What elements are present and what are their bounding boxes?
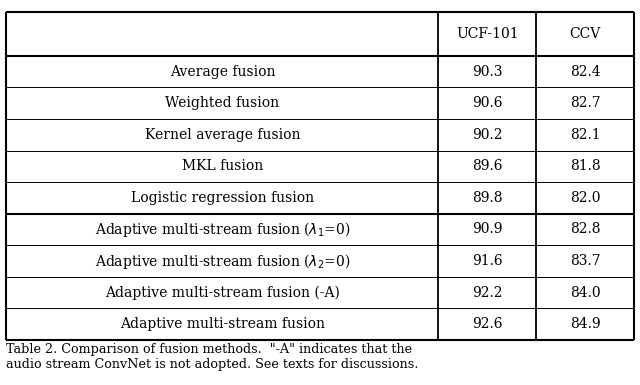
Text: 92.2: 92.2	[472, 286, 502, 300]
Text: 92.6: 92.6	[472, 317, 502, 331]
Text: UCF-101: UCF-101	[456, 27, 518, 41]
Text: Kernel average fusion: Kernel average fusion	[145, 128, 300, 142]
Text: 90.2: 90.2	[472, 128, 502, 142]
Text: 82.4: 82.4	[570, 65, 600, 79]
Text: CCV: CCV	[570, 27, 600, 41]
Text: Adaptive multi-stream fusion ($\lambda_1$=0): Adaptive multi-stream fusion ($\lambda_1…	[95, 220, 350, 239]
Text: Weighted fusion: Weighted fusion	[165, 96, 280, 110]
Text: 81.8: 81.8	[570, 159, 600, 173]
Text: Logistic regression fusion: Logistic regression fusion	[131, 191, 314, 205]
Text: 90.9: 90.9	[472, 223, 502, 236]
Text: 89.8: 89.8	[472, 191, 502, 205]
Text: 82.1: 82.1	[570, 128, 600, 142]
Text: 91.6: 91.6	[472, 254, 502, 268]
Text: 84.9: 84.9	[570, 317, 600, 331]
Text: 84.0: 84.0	[570, 286, 600, 300]
Text: Adaptive multi-stream fusion (-A): Adaptive multi-stream fusion (-A)	[105, 285, 340, 300]
Text: Adaptive multi-stream fusion: Adaptive multi-stream fusion	[120, 317, 325, 331]
Text: Average fusion: Average fusion	[170, 65, 275, 79]
Text: Adaptive multi-stream fusion ($\lambda_2$=0): Adaptive multi-stream fusion ($\lambda_2…	[95, 251, 350, 271]
Text: Table 2. Comparison of fusion methods.  "-A" indicates that the
audio stream Con: Table 2. Comparison of fusion methods. "…	[6, 343, 419, 371]
Text: 82.8: 82.8	[570, 223, 600, 236]
Text: 89.6: 89.6	[472, 159, 502, 173]
Text: MKL fusion: MKL fusion	[182, 159, 263, 173]
Text: 82.7: 82.7	[570, 96, 600, 110]
Text: 90.3: 90.3	[472, 65, 502, 79]
Text: 83.7: 83.7	[570, 254, 600, 268]
Text: 82.0: 82.0	[570, 191, 600, 205]
Text: 90.6: 90.6	[472, 96, 502, 110]
